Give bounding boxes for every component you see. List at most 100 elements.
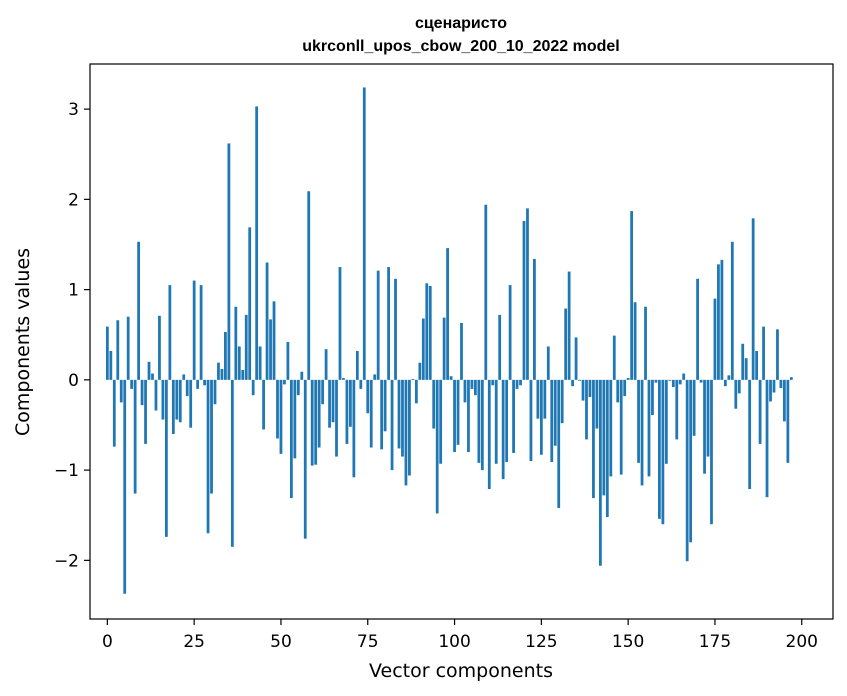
bar	[748, 379, 752, 490]
bar	[310, 379, 314, 466]
bar	[651, 379, 654, 416]
bar	[359, 379, 363, 389]
bar	[192, 280, 196, 380]
bar	[307, 191, 311, 380]
bar	[425, 283, 429, 380]
y-tick-label: 0	[68, 371, 79, 391]
bar	[432, 379, 436, 429]
bar	[779, 379, 783, 388]
bar	[269, 319, 272, 380]
bar	[133, 379, 137, 494]
bar	[661, 379, 665, 525]
bar	[213, 379, 217, 405]
bar	[272, 301, 276, 380]
bar	[539, 379, 543, 455]
bar	[550, 379, 554, 462]
bar	[512, 379, 515, 453]
bar	[331, 379, 335, 423]
bar	[251, 379, 255, 396]
bar	[553, 379, 557, 446]
bar	[602, 379, 606, 496]
bar	[762, 326, 765, 380]
bar	[685, 379, 689, 562]
bar	[470, 379, 474, 389]
bar	[230, 379, 234, 547]
bar	[387, 267, 390, 380]
bar	[439, 379, 443, 464]
bar	[123, 379, 127, 594]
bar	[383, 379, 387, 432]
bar	[717, 264, 720, 380]
bar	[196, 379, 200, 389]
bar	[783, 379, 786, 422]
bar	[644, 306, 647, 380]
bar	[421, 318, 425, 380]
bar	[522, 221, 526, 380]
bar	[199, 285, 203, 380]
bar	[678, 379, 682, 385]
bar	[449, 376, 453, 380]
bar	[362, 87, 366, 380]
bar	[217, 362, 220, 380]
bar	[112, 379, 116, 447]
bar	[366, 379, 370, 414]
bar	[474, 379, 477, 396]
y-tick-label: −2	[54, 551, 79, 571]
bar	[626, 378, 630, 380]
bar	[741, 343, 745, 380]
bar	[689, 379, 693, 543]
bar	[380, 379, 384, 450]
bar	[595, 379, 599, 429]
bar	[349, 379, 352, 427]
bar	[140, 379, 144, 406]
x-tick-label: 175	[699, 632, 731, 652]
bar	[744, 358, 748, 380]
bar	[210, 379, 213, 494]
x-tick-label: 125	[525, 632, 557, 652]
bar	[321, 379, 325, 405]
bar	[265, 262, 269, 380]
bar	[755, 350, 759, 380]
bar	[355, 350, 359, 380]
bar	[234, 306, 238, 380]
bar	[369, 379, 373, 448]
x-tick-label: 50	[270, 632, 292, 652]
bar	[730, 241, 734, 380]
bar	[276, 379, 279, 439]
bar	[560, 379, 564, 424]
bar	[498, 314, 502, 380]
bar	[241, 369, 245, 380]
bar	[119, 379, 123, 403]
bar	[623, 379, 627, 397]
bar	[182, 374, 186, 380]
bar	[411, 378, 415, 380]
bar	[706, 379, 710, 457]
bar	[526, 208, 529, 380]
bar	[404, 379, 408, 486]
bar	[394, 278, 397, 380]
bar	[376, 270, 380, 380]
bar	[592, 379, 595, 499]
bar	[727, 375, 731, 380]
bar	[557, 379, 561, 508]
bar	[203, 379, 206, 386]
bar	[342, 378, 345, 380]
bar	[598, 379, 602, 566]
bar	[418, 362, 422, 380]
bar	[161, 379, 165, 420]
bar	[508, 285, 512, 380]
bar	[720, 259, 724, 380]
bar	[588, 379, 592, 397]
x-axis-ticks: 0 25 50 75 100 125 150 175 200	[102, 619, 818, 652]
bar	[408, 379, 411, 476]
bar	[390, 379, 394, 471]
bar	[144, 379, 147, 444]
bar	[314, 379, 318, 465]
y-tick-label: 3	[68, 100, 79, 120]
bar	[171, 379, 175, 434]
bar	[772, 379, 776, 393]
bar	[237, 346, 241, 380]
bar	[105, 326, 109, 380]
bar	[501, 379, 505, 480]
bar	[428, 286, 432, 380]
